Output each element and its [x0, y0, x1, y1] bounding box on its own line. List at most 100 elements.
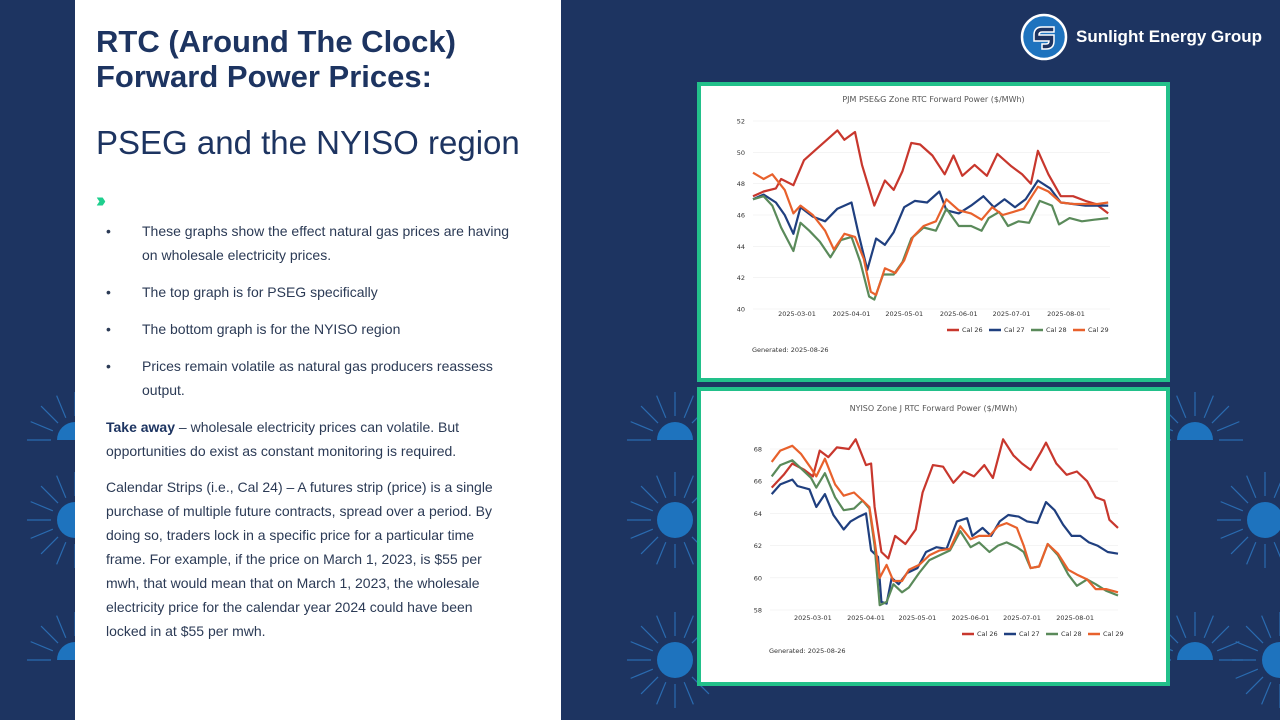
series-line-cal-27	[752, 179, 1109, 271]
title-line-2: Forward Power Prices:	[96, 59, 432, 94]
y-tick-label: 40	[737, 306, 745, 314]
sun-disc	[1177, 422, 1213, 440]
y-tick-label: 42	[737, 274, 745, 282]
sun-ray	[1273, 541, 1280, 558]
sun-ray	[56, 395, 67, 419]
sun-disc	[1177, 642, 1213, 660]
x-tick-label: 2025-03-01	[778, 310, 816, 318]
bullet-item: • The bottom graph is for the NYISO regio…	[96, 317, 526, 341]
legend-label: Cal 26	[962, 326, 983, 334]
sun-ray	[683, 615, 694, 639]
sun-ray	[656, 681, 667, 705]
bullet-item: • Prices remain volatile as natural gas p…	[96, 354, 526, 402]
sun-ray	[630, 641, 654, 652]
sun-ray	[630, 528, 654, 539]
y-tick-label: 66	[754, 478, 762, 486]
sun-ray	[1235, 641, 1259, 652]
sun-ray	[1176, 395, 1187, 419]
bullet-text: Prices remain volatile as natural gas pr…	[142, 358, 493, 398]
sun-disc	[1262, 642, 1280, 678]
sunlight-logo-icon	[1020, 13, 1068, 61]
sun-ray	[683, 541, 694, 565]
sun-ray	[1261, 681, 1272, 705]
x-tick-label: 2025-04-01	[847, 614, 885, 622]
sun-ray	[640, 485, 659, 504]
sun-ray	[56, 615, 67, 639]
nyiso-chart: NYISO Zone J RTC Forward Power ($/MWh) 58…	[697, 387, 1170, 686]
sun-ray	[40, 625, 59, 644]
sun-ray	[1273, 482, 1280, 499]
sun-ray	[1216, 641, 1240, 652]
chart-footer: Generated: 2025-08-26	[769, 647, 846, 655]
bullet-text: The top graph is for PSEG specifically	[142, 284, 378, 300]
bullet-list: • These graphs show the effect natural ga…	[96, 219, 541, 402]
legend-label: Cal 28	[1061, 630, 1082, 638]
x-tick-label: 2025-03-01	[794, 614, 832, 622]
series-line-cal-26	[752, 129, 1109, 215]
sun-ray	[1245, 676, 1264, 695]
x-tick-label: 2025-07-01	[993, 310, 1031, 318]
x-tick-label: 2025-08-01	[1056, 614, 1094, 622]
page-title: RTC (Around The Clock) Forward Power Pri…	[96, 24, 541, 94]
sun-ray	[30, 501, 54, 512]
text-panel: RTC (Around The Clock) Forward Power Pri…	[75, 0, 561, 720]
legend-label: Cal 27	[1019, 630, 1040, 638]
sun-icon	[1232, 612, 1280, 708]
sun-ray	[40, 485, 59, 504]
sun-ray	[640, 625, 659, 644]
legend-label: Cal 27	[1004, 326, 1025, 334]
bullet-text: The bottom graph is for the NYISO region	[142, 321, 401, 337]
sun-ray	[656, 541, 667, 565]
y-tick-label: 52	[737, 118, 745, 126]
series-line-cal-29	[752, 171, 1109, 296]
sun-ray	[1230, 536, 1249, 555]
chart-title: NYISO Zone J RTC Forward Power ($/MWh)	[850, 404, 1018, 413]
sun-disc	[657, 502, 693, 538]
bullet-dot-icon: •	[106, 321, 111, 337]
sun-ray	[640, 405, 659, 424]
sun-ray	[656, 615, 667, 639]
pseg-chart: PJM PSE&G Zone RTC Forward Power ($/MWh)…	[697, 82, 1170, 382]
sun-ray	[1246, 541, 1257, 565]
sun-ray	[683, 475, 694, 499]
series-line-cal-27	[770, 478, 1119, 605]
sun-ray	[30, 528, 54, 539]
brand-name: Sunlight Energy Group	[1076, 27, 1263, 46]
chart-title: PJM PSE&G Zone RTC Forward Power ($/MWh)	[842, 95, 1024, 104]
sun-ray	[56, 541, 67, 565]
sun-ray	[630, 421, 654, 432]
x-tick-label: 2025-06-01	[940, 310, 978, 318]
y-tick-label: 62	[754, 542, 762, 550]
sun-ray	[1230, 485, 1249, 504]
sun-ray	[30, 641, 54, 652]
sun-ray	[1220, 501, 1244, 512]
sun-ray	[1246, 475, 1257, 499]
chart-svg: NYISO Zone J RTC Forward Power ($/MWh) 58…	[754, 404, 1124, 655]
bullet-dot-icon: •	[106, 284, 111, 300]
x-tick-label: 2025-06-01	[952, 614, 990, 622]
sun-ray	[1176, 615, 1187, 639]
x-tick-label: 2025-05-01	[899, 614, 937, 622]
sun-ray	[1245, 625, 1264, 644]
page-subtitle: PSEG and the NYISO region	[96, 124, 520, 161]
sun-ray	[630, 668, 654, 679]
takeaway-paragraph: Take away – wholesale electricity prices…	[106, 415, 506, 463]
bullet-item: • The top graph is for PSEG specifically	[96, 280, 526, 304]
x-tick-label: 2025-05-01	[885, 310, 923, 318]
sun-ray	[1203, 615, 1214, 639]
sun-ray	[640, 536, 659, 555]
sun-ray	[30, 421, 54, 432]
y-tick-label: 48	[737, 180, 745, 188]
y-tick-label: 50	[737, 149, 745, 157]
series-line-cal-29	[770, 444, 1119, 594]
y-tick-label: 44	[737, 243, 745, 251]
series-line-cal-28	[770, 459, 1119, 607]
bullet-dot-icon: •	[106, 358, 111, 374]
chart-footer: Generated: 2025-08-26	[752, 346, 829, 354]
bullet-item: • These graphs show the effect natural ga…	[96, 219, 526, 267]
sun-ray	[683, 395, 694, 419]
bullet-text: These graphs show the effect natural gas…	[142, 223, 510, 263]
legend-label: Cal 29	[1088, 326, 1109, 334]
sun-ray	[1216, 421, 1240, 432]
y-tick-label: 58	[754, 607, 762, 615]
